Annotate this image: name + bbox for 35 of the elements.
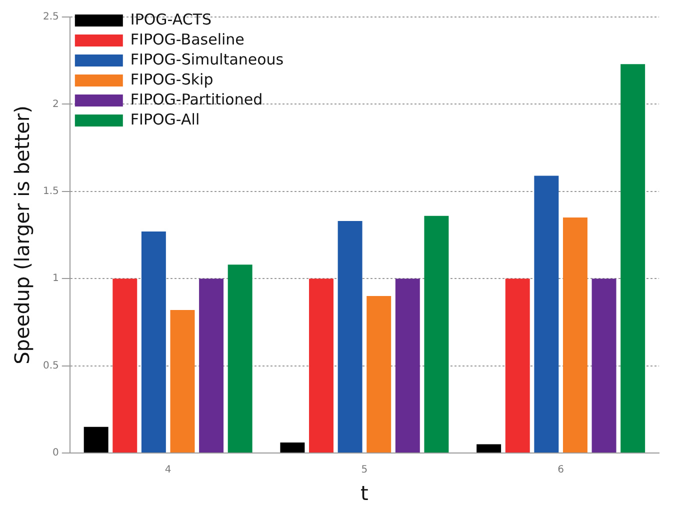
y-tick-label: 0 bbox=[52, 448, 59, 459]
y-tick-label: 2 bbox=[52, 98, 59, 110]
bar bbox=[228, 264, 252, 452]
legend-label: IPOG-ACTS bbox=[130, 10, 212, 28]
bar bbox=[424, 216, 449, 452]
bar bbox=[141, 232, 166, 452]
bar bbox=[84, 426, 108, 452]
legend-label: FIPOG-Baseline bbox=[130, 30, 244, 48]
bar bbox=[592, 278, 616, 452]
bar bbox=[534, 176, 559, 452]
x-axis-title: t bbox=[360, 481, 369, 506]
bar bbox=[309, 278, 334, 452]
bar bbox=[395, 278, 420, 452]
bar bbox=[366, 296, 392, 452]
legend-label: FIPOG-All bbox=[130, 110, 200, 128]
bar bbox=[280, 442, 305, 452]
x-tick-label: 4 bbox=[164, 464, 172, 476]
bar bbox=[170, 310, 195, 452]
y-tick-label: 0.5 bbox=[42, 360, 59, 372]
legend-label: FIPOG-Partitioned bbox=[130, 90, 263, 108]
bar bbox=[112, 278, 138, 452]
bar bbox=[199, 278, 224, 452]
y-tick-label: 2.5 bbox=[42, 12, 59, 23]
x-tick-label: 5 bbox=[361, 464, 368, 476]
legend-label: FIPOG-Simultaneous bbox=[130, 50, 284, 68]
y-axis-title: Speedup (larger is better) bbox=[10, 106, 34, 364]
legend-label: FIPOG-Skip bbox=[130, 70, 214, 88]
x-tick-label: 6 bbox=[558, 464, 564, 476]
bar bbox=[476, 444, 502, 452]
bar bbox=[620, 64, 646, 452]
bar bbox=[562, 218, 588, 452]
bar bbox=[505, 278, 530, 452]
bar bbox=[338, 221, 362, 452]
y-tick-label: 1 bbox=[52, 273, 59, 284]
y-tick-label: 1.5 bbox=[42, 186, 59, 197]
